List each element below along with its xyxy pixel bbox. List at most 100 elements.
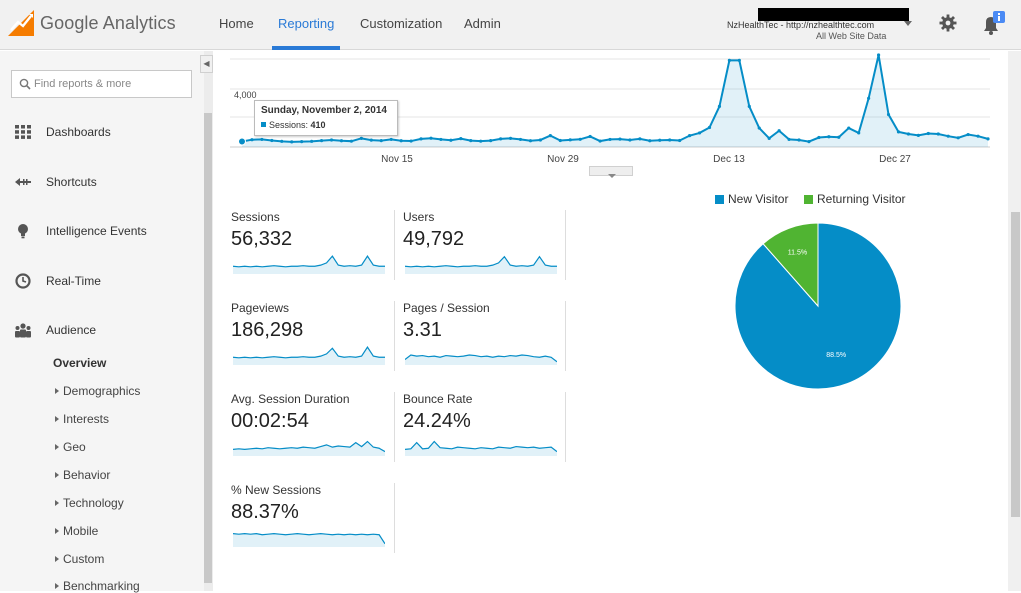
pie-slice-returning-visitor[interactable] [762, 222, 819, 308]
data-point[interactable] [270, 138, 274, 143]
data-point[interactable] [518, 137, 523, 142]
sidebar-item-geo[interactable]: Geo [55, 440, 86, 454]
data-point[interactable] [479, 139, 483, 143]
sidebar-item-behavior[interactable]: Behavior [55, 468, 110, 482]
metric-sessions[interactable]: Sessions 56,332 [231, 210, 401, 290]
data-point[interactable] [767, 136, 771, 140]
data-point[interactable] [787, 137, 791, 142]
data-point[interactable] [598, 139, 602, 143]
metric-pages-session[interactable]: Pages / Session 3.31 [403, 301, 573, 381]
data-point[interactable] [707, 125, 712, 130]
legend-returning-visitor[interactable]: Returning Visitor [804, 192, 906, 206]
data-point[interactable] [837, 135, 841, 139]
data-point[interactable] [499, 137, 503, 141]
metric-new-sessions[interactable]: % New Sessions 88.37% [231, 483, 401, 563]
account-name[interactable]: NzHealthTec - http://nzhealthtec.com [727, 20, 875, 30]
gear-icon[interactable] [939, 14, 957, 32]
data-point[interactable] [319, 139, 324, 143]
data-point[interactable] [369, 138, 373, 142]
data-point[interactable] [697, 131, 702, 135]
data-point[interactable] [558, 138, 562, 143]
tab-customization[interactable]: Customization [360, 16, 443, 31]
data-point[interactable] [966, 132, 970, 137]
data-point[interactable] [449, 138, 453, 142]
search-input[interactable] [34, 72, 184, 96]
sidebar-item-dashboards[interactable]: Dashboards [0, 117, 204, 147]
data-point[interactable] [429, 136, 433, 140]
data-point[interactable] [578, 137, 582, 141]
data-point[interactable] [528, 139, 533, 143]
legend-new-visitor[interactable]: New Visitor [715, 192, 788, 206]
data-point[interactable] [548, 134, 552, 138]
sidebar-item-custom[interactable]: Custom [55, 552, 104, 566]
google-analytics-logo-icon[interactable] [8, 10, 34, 36]
data-point[interactable] [290, 140, 294, 144]
data-point[interactable] [817, 135, 821, 140]
data-point[interactable] [797, 138, 801, 142]
data-point[interactable] [688, 134, 692, 138]
data-point[interactable] [359, 136, 363, 140]
data-point[interactable] [827, 135, 831, 139]
data-point[interactable] [638, 137, 642, 141]
data-point[interactable] [419, 137, 423, 141]
data-point[interactable] [339, 139, 344, 143]
collapse-sidebar-button[interactable]: ◀ [200, 55, 213, 73]
data-point[interactable] [857, 131, 861, 135]
data-point[interactable] [737, 58, 741, 63]
data-point[interactable] [867, 96, 871, 100]
data-point[interactable] [847, 126, 851, 130]
data-point[interactable] [349, 139, 354, 143]
data-point[interactable] [886, 112, 891, 117]
data-point[interactable] [329, 138, 334, 142]
data-point[interactable] [757, 126, 761, 130]
data-point[interactable] [508, 136, 513, 140]
data-point[interactable] [668, 138, 672, 142]
sidebar-item-mobile[interactable]: Mobile [55, 524, 98, 538]
data-point[interactable] [896, 130, 901, 134]
data-point[interactable] [538, 138, 542, 142]
data-point[interactable] [469, 139, 473, 143]
sidebar-item-intelligence-events[interactable]: Intelligence Events [0, 216, 204, 246]
data-point[interactable] [946, 134, 950, 138]
data-point[interactable] [936, 132, 940, 136]
sidebar-item-benchmarking[interactable]: Benchmarking [55, 579, 140, 593]
sidebar-item-audience[interactable]: Audience [0, 315, 204, 345]
sidebar-item-technology[interactable]: Technology [55, 496, 124, 510]
data-point[interactable] [399, 139, 403, 143]
main-scrollbar[interactable] [1011, 212, 1020, 517]
data-point[interactable] [608, 137, 612, 142]
data-point[interactable] [568, 138, 572, 142]
data-point[interactable] [648, 139, 652, 143]
notification-bell-icon[interactable] [980, 10, 1006, 36]
data-point[interactable] [906, 132, 911, 136]
data-point[interactable] [727, 58, 731, 63]
data-point[interactable] [986, 137, 990, 141]
data-point[interactable] [260, 137, 264, 142]
data-point[interactable] [250, 138, 254, 142]
metric-avg-session-duration[interactable]: Avg. Session Duration 00:02:54 [231, 392, 401, 472]
data-point[interactable] [300, 139, 304, 144]
data-point[interactable] [310, 139, 314, 143]
data-point[interactable] [956, 136, 960, 140]
data-point[interactable] [658, 138, 662, 142]
data-point[interactable] [389, 137, 393, 142]
data-point[interactable] [628, 138, 632, 142]
metric-bounce-rate[interactable]: Bounce Rate 24.24% [403, 392, 573, 472]
data-point[interactable] [678, 138, 682, 143]
sidebar-item-demographics[interactable]: Demographics [55, 384, 140, 398]
account-view[interactable]: All Web Site Data [816, 31, 887, 41]
sidebar-item-real-time[interactable]: Real-Time [0, 266, 204, 296]
data-point[interactable] [916, 133, 920, 137]
data-point[interactable] [876, 53, 881, 57]
metric-users[interactable]: Users 49,792 [403, 210, 573, 290]
tab-reporting[interactable]: Reporting [278, 16, 335, 31]
metric-pageviews[interactable]: Pageviews 186,298 [231, 301, 401, 381]
data-point[interactable] [459, 137, 463, 141]
data-point[interactable] [280, 139, 284, 143]
data-point[interactable] [588, 134, 592, 139]
sidebar-item-shortcuts[interactable]: Shortcuts [0, 167, 204, 197]
data-point[interactable] [926, 131, 930, 136]
sidebar-item-overview[interactable]: Overview [53, 356, 107, 370]
chevron-down-icon[interactable] [904, 21, 912, 26]
sidebar-scrollbar[interactable] [204, 113, 212, 583]
